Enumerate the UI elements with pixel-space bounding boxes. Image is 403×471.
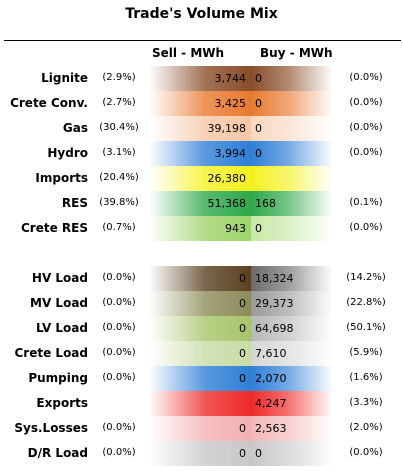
sell-value-cell: 3,744 xyxy=(149,66,251,91)
sell-value-cell: 0 xyxy=(149,266,251,291)
buy-value-cell: 18,324 xyxy=(251,266,333,291)
buy-value-cell: 0 xyxy=(251,66,333,91)
row-label: Sys.Losses xyxy=(14,421,88,435)
buy-value-cell xyxy=(251,166,333,191)
buy-value-cell: 168 xyxy=(251,191,333,216)
spacer-row xyxy=(0,241,403,266)
sell-column-header: Sell - MWh xyxy=(152,46,225,60)
sell-percent: (0.0%) xyxy=(102,272,136,283)
sell-value-cell: 0 xyxy=(149,366,251,391)
row-label: Exports xyxy=(36,396,88,410)
table-row: Crete Conv. (2.7%) 3,425 0 (0.0%) xyxy=(0,91,403,116)
sell-percent: (0.0%) xyxy=(102,372,136,383)
buy-value-cell: 0 xyxy=(251,441,333,466)
sell-value-cell: 3,994 xyxy=(149,141,251,166)
row-label: Gas xyxy=(62,121,88,135)
sell-percent: (0.0%) xyxy=(102,447,136,458)
sell-percent: (20.4%) xyxy=(99,172,139,183)
sell-value-cell xyxy=(149,391,251,416)
sell-value-cell: 3,425 xyxy=(149,91,251,116)
buy-percent: (0.0%) xyxy=(349,447,383,458)
sell-percent: (0.0%) xyxy=(102,422,136,433)
row-label: Hydro xyxy=(47,146,88,160)
sell-value-cell: 0 xyxy=(149,341,251,366)
buy-value-cell: 7,610 xyxy=(251,341,333,366)
table-row: D/R Load (0.0%) 0 0 (0.0%) xyxy=(0,441,403,466)
sell-percent: (39.8%) xyxy=(99,197,139,208)
row-label: LV Load xyxy=(35,321,88,335)
table-row: Hydro (3.1%) 3,994 0 (0.0%) xyxy=(0,141,403,166)
table-row: Imports (20.4%) 26,380 xyxy=(0,166,403,191)
sell-percent: (30.4%) xyxy=(99,122,139,133)
table-row: RES (39.8%) 51,368 168 (0.1%) xyxy=(0,191,403,216)
buy-value-cell: 4,247 xyxy=(251,391,333,416)
sell-value-cell: 943 xyxy=(149,216,251,241)
buy-value-cell: 0 xyxy=(251,116,333,141)
row-label: Imports xyxy=(35,171,88,185)
sell-value-cell: 0 xyxy=(149,416,251,441)
buy-value-cell: 0 xyxy=(251,141,333,166)
table-row: Lignite (2.9%) 3,744 0 (0.0%) xyxy=(0,66,403,91)
sell-percent: (0.0%) xyxy=(102,347,136,358)
table-row: Crete RES (0.7%) 943 0 (0.0%) xyxy=(0,216,403,241)
buy-percent: (50.1%) xyxy=(346,322,386,333)
buy-percent: (0.0%) xyxy=(349,72,383,83)
table-row: MV Load (0.0%) 0 29,373 (22.8%) xyxy=(0,291,403,316)
buy-percent: (5.9%) xyxy=(349,347,383,358)
buy-percent: (0.0%) xyxy=(349,222,383,233)
buy-value-cell: 2,070 xyxy=(251,366,333,391)
buy-value-cell: 29,373 xyxy=(251,291,333,316)
row-label: Crete Load xyxy=(14,346,89,360)
buy-percent: (22.8%) xyxy=(346,297,386,308)
sell-percent: (3.1%) xyxy=(102,147,136,158)
buy-percent: (14.2%) xyxy=(346,272,386,283)
table-row: HV Load (0.0%) 0 18,324 (14.2%) xyxy=(0,266,403,291)
row-label: Crete Conv. xyxy=(10,96,88,110)
sell-value-cell: 0 xyxy=(149,316,251,341)
row-label: Crete RES xyxy=(21,221,88,235)
table-row: Pumping (0.0%) 0 2,070 (1.6%) xyxy=(0,366,403,391)
sell-percent: (2.9%) xyxy=(102,72,136,83)
row-label: Lignite xyxy=(41,71,88,85)
buy-percent: (3.3%) xyxy=(349,397,383,408)
sell-value-cell: 26,380 xyxy=(149,166,251,191)
row-label: MV Load xyxy=(30,296,88,310)
buy-value-cell: 2,563 xyxy=(251,416,333,441)
sell-percent: (0.0%) xyxy=(102,322,136,333)
sell-value-cell: 39,198 xyxy=(149,116,251,141)
table-row: Gas (30.4%) 39,198 0 (0.0%) xyxy=(0,116,403,141)
buy-column-header: Buy - MWh xyxy=(260,46,333,60)
buy-percent: (1.6%) xyxy=(349,372,383,383)
sell-value-cell: 0 xyxy=(149,291,251,316)
buy-percent: (0.0%) xyxy=(349,147,383,158)
sell-percent: (0.0%) xyxy=(102,297,136,308)
title-rule xyxy=(4,40,401,41)
row-label: HV Load xyxy=(31,271,88,285)
buy-value-cell: 64,698 xyxy=(251,316,333,341)
buy-percent: (0.0%) xyxy=(349,97,383,108)
table-row: Exports 4,247 (3.3%) xyxy=(0,391,403,416)
chart-title: Trade's Volume Mix xyxy=(125,6,278,22)
buy-percent: (2.0%) xyxy=(349,422,383,433)
sell-value-cell: 0 xyxy=(149,441,251,466)
table-row: Sys.Losses (0.0%) 0 2,563 (2.0%) xyxy=(0,416,403,441)
sell-value-cell: 51,368 xyxy=(149,191,251,216)
table-row: LV Load (0.0%) 0 64,698 (50.1%) xyxy=(0,316,403,341)
buy-value-cell: 0 xyxy=(251,216,333,241)
sell-percent: (0.7%) xyxy=(102,222,136,233)
buy-percent: (0.1%) xyxy=(349,197,383,208)
buy-percent: (0.0%) xyxy=(349,122,383,133)
table-row: Crete Load (0.0%) 0 7,610 (5.9%) xyxy=(0,341,403,366)
buy-value-cell: 0 xyxy=(251,91,333,116)
row-label: D/R Load xyxy=(27,446,88,460)
row-label: RES xyxy=(61,196,88,210)
row-label: Pumping xyxy=(28,371,88,385)
sell-percent: (2.7%) xyxy=(102,97,136,108)
